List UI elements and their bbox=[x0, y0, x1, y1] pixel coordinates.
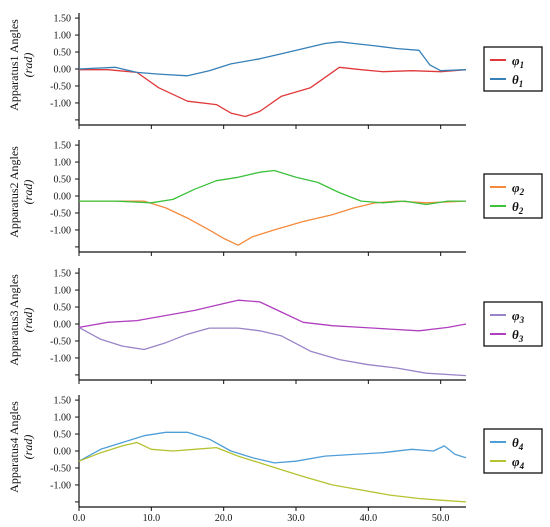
y-axis-label: Apparatus2 Angles bbox=[7, 146, 21, 238]
x-tick-label: 10.0 bbox=[143, 513, 161, 524]
series-line-θ3 bbox=[78, 299, 467, 332]
panel-3: 1.50 1.00 0.50 0.00 -0.50 -1.00 Apparatus3 Ang… bbox=[7, 268, 543, 384]
y-axis-unit: (rad) bbox=[21, 180, 35, 205]
panel-4: 1.50 1.00 0.50 0.00 -0.50 -1.00 Apparatus4 Ang… bbox=[7, 395, 543, 511]
y-tick-label: 1.50 bbox=[54, 396, 72, 407]
y-tick-label: 0.00 bbox=[54, 65, 72, 76]
series-line-φ1 bbox=[79, 66, 467, 118]
series-line-φ3 bbox=[78, 326, 467, 377]
series-line-φ4 bbox=[78, 441, 467, 503]
y-tick-label: -0.50 bbox=[50, 463, 71, 474]
y-tick-label: 0.50 bbox=[54, 430, 72, 441]
y-tick-label: 0.00 bbox=[54, 192, 72, 203]
legend-box bbox=[483, 46, 543, 92]
panel-2: 1.50 1.00 0.50 0.00 -0.50 -1.00 Apparatus2 Ang… bbox=[7, 140, 543, 256]
series-line-θ1 bbox=[78, 41, 467, 77]
x-tick-label: 40.0 bbox=[360, 513, 378, 524]
x-tick-label: 50.0 bbox=[432, 513, 450, 524]
y-tick-label: 0.50 bbox=[54, 175, 72, 186]
legend-box bbox=[483, 428, 543, 474]
y-tick-label: 1.00 bbox=[54, 31, 72, 42]
y-tick-label: 1.00 bbox=[54, 286, 72, 297]
y-tick-label: -0.50 bbox=[50, 208, 71, 219]
series-line-θ4 bbox=[78, 431, 467, 464]
legend-box bbox=[483, 301, 543, 347]
x-tick-label: 30.0 bbox=[287, 513, 305, 524]
y-tick-label: -1.00 bbox=[50, 353, 71, 364]
y-tick-label: 0.00 bbox=[54, 320, 72, 331]
y-axis-label: Apparatus4 Angles bbox=[7, 401, 21, 493]
y-tick-label: 0.50 bbox=[54, 303, 72, 314]
y-axis-unit: (rad) bbox=[21, 308, 35, 333]
panel-1: 1.50 1.00 0.50 0.00 -0.50 -1.00 Apparatus1 Ang… bbox=[7, 13, 543, 129]
y-tick-label: 0.00 bbox=[54, 447, 72, 458]
y-tick-label: 1.00 bbox=[54, 413, 72, 424]
y-tick-label: 1.50 bbox=[54, 269, 72, 280]
y-tick-label: -1.00 bbox=[50, 225, 71, 236]
series-line-θ2 bbox=[79, 169, 466, 206]
y-tick-label: 1.50 bbox=[54, 14, 72, 25]
legend-entry: θ1 bbox=[512, 72, 523, 89]
legend-entry: θ4 bbox=[512, 435, 524, 452]
y-axis-label: Apparatus1 Angles bbox=[7, 19, 21, 111]
y-tick-label: -1.00 bbox=[50, 98, 71, 109]
x-tick-label: 20.0 bbox=[215, 513, 233, 524]
y-tick-label: 0.50 bbox=[54, 48, 72, 59]
x-tick-label: 0.0 bbox=[73, 513, 86, 524]
y-axis-unit: (rad) bbox=[21, 435, 35, 460]
y-tick-label: -0.50 bbox=[50, 336, 71, 347]
y-tick-label: -1.00 bbox=[50, 480, 71, 491]
series-line-φ2 bbox=[79, 200, 467, 246]
y-axis-unit: (rad) bbox=[21, 53, 35, 78]
y-tick-label: 1.50 bbox=[54, 141, 72, 152]
legend-entry: θ3 bbox=[512, 327, 524, 344]
y-tick-label: -0.50 bbox=[50, 81, 71, 92]
y-tick-label: 1.00 bbox=[54, 158, 72, 169]
legend-box bbox=[483, 173, 543, 219]
legend-entry: θ2 bbox=[512, 199, 524, 216]
y-axis-label: Apparatus3 Angles bbox=[7, 274, 21, 366]
